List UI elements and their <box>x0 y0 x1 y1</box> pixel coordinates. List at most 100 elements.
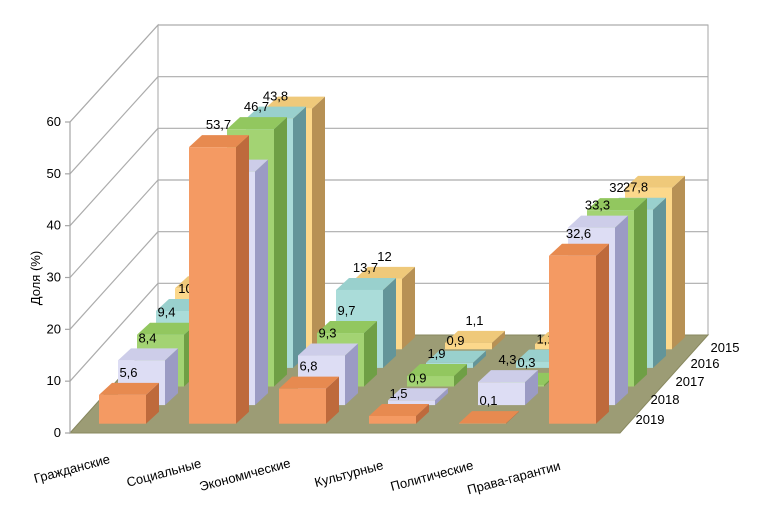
bar-face <box>99 394 146 424</box>
bar-face <box>454 364 467 387</box>
value-label: 9,4 <box>157 305 175 320</box>
bar-face <box>653 197 666 368</box>
value-label: 32,6 <box>566 226 591 241</box>
bar-2019-Права-гарантии <box>549 243 609 424</box>
bar-face <box>298 343 358 356</box>
y-tick-label: 50 <box>47 166 61 181</box>
bar-2019-Социальные <box>189 135 249 424</box>
bar-face <box>137 322 197 335</box>
value-label: 8,4 <box>138 330 156 345</box>
bar-face <box>165 348 178 406</box>
bar-face <box>345 343 358 406</box>
bar-face <box>634 198 647 387</box>
bar-face <box>189 135 249 148</box>
bar-face <box>189 147 236 424</box>
bar-face <box>388 400 435 406</box>
bar-face <box>459 411 519 424</box>
value-label: 0,9 <box>408 370 426 385</box>
category-label: Права-гарантии <box>466 458 563 497</box>
gridline <box>69 24 159 123</box>
category-label: Экономические <box>198 455 292 494</box>
bar-face <box>516 361 563 368</box>
value-label: 0,1 <box>479 393 497 408</box>
bar-face <box>364 321 377 387</box>
value-label: 0,9 <box>446 333 464 348</box>
y-axis-title: Доля (%) <box>28 251 43 305</box>
bar-face <box>549 255 596 424</box>
value-label: 9,3 <box>318 326 336 341</box>
bar-2017-Культурные <box>407 364 467 387</box>
bar-face <box>615 215 628 406</box>
bar-face <box>246 106 306 119</box>
bar-face <box>506 411 519 424</box>
bar-face <box>596 243 609 424</box>
bar-face <box>336 277 396 290</box>
bar-face <box>236 135 249 424</box>
bar-2018-Политические <box>478 370 538 406</box>
depth-axis-label: 2019 <box>636 412 665 427</box>
bar-2019-Экономические <box>279 376 339 424</box>
value-label: 1,5 <box>389 386 407 401</box>
bar-face <box>99 382 159 395</box>
bar-face <box>445 342 492 350</box>
bar-2015-Культурные <box>445 330 505 350</box>
bar-face <box>445 330 505 343</box>
category-label: Политические <box>389 457 475 494</box>
bar-face <box>435 388 448 406</box>
gridline <box>69 76 159 175</box>
bar-face <box>492 330 505 350</box>
value-label: 0,3 <box>517 355 535 370</box>
value-label: 9,7 <box>337 303 355 318</box>
bar-face <box>279 376 339 389</box>
bar-face <box>587 198 647 211</box>
bar-face <box>293 106 306 368</box>
category-label: Культурные <box>313 457 385 490</box>
bar-face <box>265 96 325 109</box>
value-label: 12 <box>377 249 391 264</box>
bar-face <box>326 376 339 424</box>
value-label: 4,3 <box>498 352 516 367</box>
gridline <box>69 127 159 227</box>
bar-2019-Культурные <box>369 403 429 424</box>
y-tick-label: 30 <box>47 270 61 285</box>
y-tick-label: 40 <box>47 218 61 233</box>
bar-face <box>369 403 429 416</box>
bar-face <box>478 382 525 406</box>
value-label: 27,8 <box>623 180 648 195</box>
gridline <box>69 282 159 382</box>
gridline <box>69 231 159 330</box>
bar-face <box>369 415 416 424</box>
bar-face <box>407 376 454 387</box>
value-label: 1,9 <box>427 346 445 361</box>
y-tick-label: 0 <box>54 425 61 440</box>
value-label: 1,1 <box>465 313 483 328</box>
bar-2019-Гражданские <box>99 382 159 424</box>
bar-face <box>625 175 685 188</box>
bar-face <box>317 321 377 334</box>
depth-axis-label: 2017 <box>676 374 705 389</box>
bar-face <box>473 350 486 368</box>
bar-face <box>227 117 287 130</box>
bar-face <box>279 388 326 424</box>
y-tick-label: 20 <box>47 321 61 336</box>
bar-face <box>274 117 287 387</box>
bar-face <box>426 350 486 363</box>
bar-face <box>312 96 325 350</box>
bar-face <box>255 159 268 406</box>
value-label: 33,3 <box>585 198 610 213</box>
gridline <box>69 179 159 278</box>
y-tick-label: 10 <box>47 373 61 388</box>
bar-face <box>525 370 538 406</box>
bar-face <box>383 277 396 368</box>
value-label: 53,7 <box>206 117 231 132</box>
bar-face <box>407 364 467 377</box>
value-label: 32 <box>609 180 623 195</box>
bar-face <box>459 423 506 424</box>
bar-face <box>355 266 415 279</box>
category-label: Социальные <box>125 455 203 489</box>
bar-face <box>672 175 685 350</box>
value-label: 5,6 <box>119 365 137 380</box>
depth-axis-label: 2015 <box>711 340 740 355</box>
